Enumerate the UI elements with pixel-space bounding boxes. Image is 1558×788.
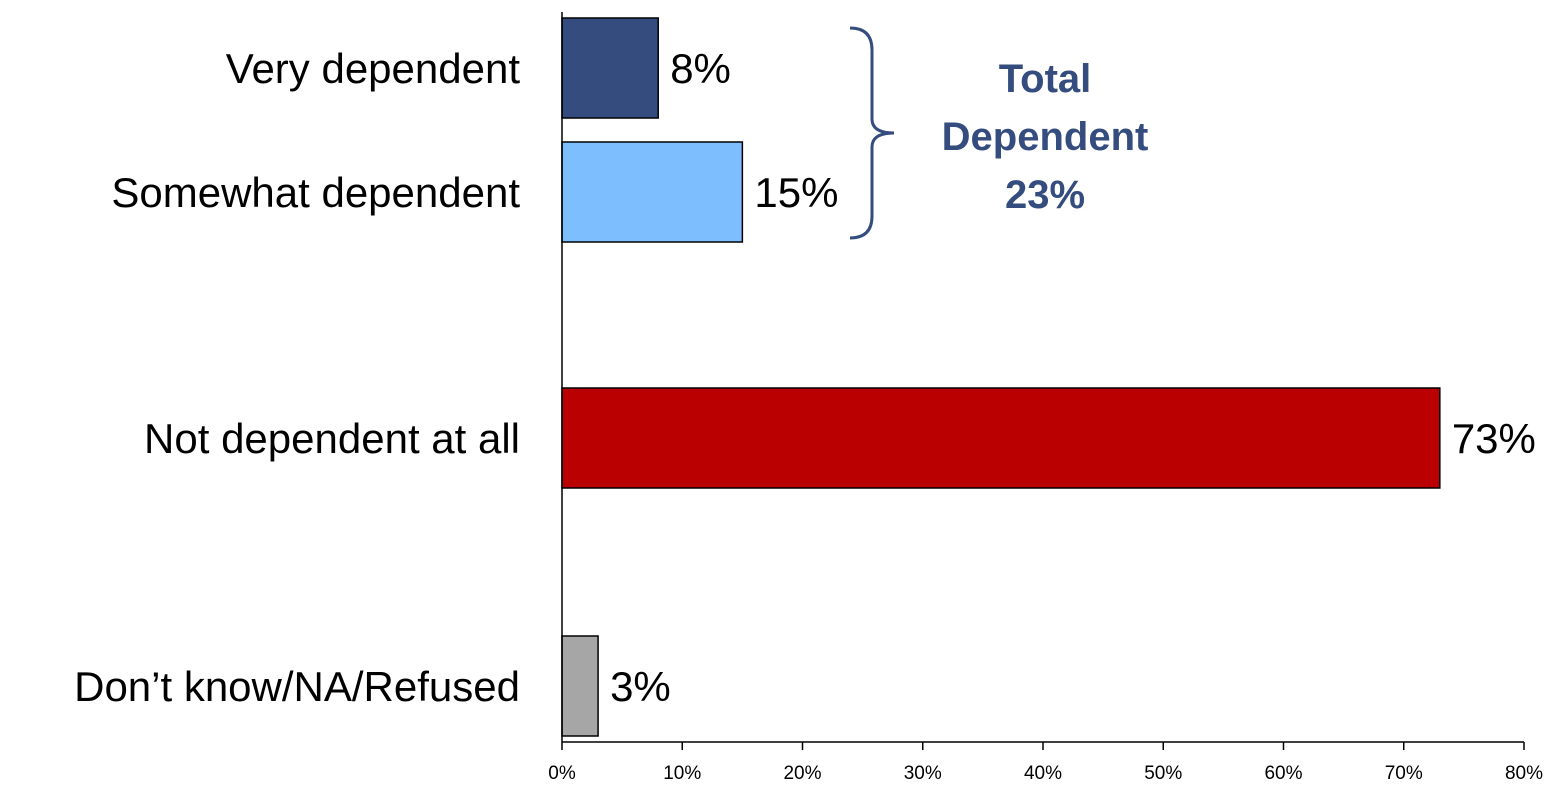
annotation-line-0: Total [999,57,1092,101]
x-tick-label-6: 60% [1264,763,1302,784]
x-tick-label-4: 40% [1024,763,1062,784]
category-label-3: Don’t know/NA/Refused [74,663,520,710]
annotation-line-2: 23% [1005,173,1085,217]
x-tick-label-8: 80% [1505,763,1543,784]
bar-0 [561,17,659,119]
x-tick-label-2: 20% [783,763,821,784]
x-tick-label-7: 70% [1385,763,1423,784]
x-tick-label-3: 30% [904,763,942,784]
bar-1 [561,141,744,243]
bar-3 [561,635,599,737]
value-label-0: 8% [670,45,731,92]
annotation-line-1: Dependent [942,115,1149,159]
category-label-2: Not dependent at all [144,415,520,462]
value-label-1: 15% [754,169,838,216]
category-label-1: Somewhat dependent [111,169,520,216]
bracket-total-dependent [849,26,895,240]
value-label-2: 73% [1452,415,1536,462]
category-label-0: Very dependent [226,45,521,92]
value-label-3: 3% [610,663,671,710]
bar-2 [561,387,1441,489]
x-tick-label-1: 10% [663,763,701,784]
x-tick-label-0: 0% [548,763,576,784]
x-tick-label-5: 50% [1144,763,1182,784]
